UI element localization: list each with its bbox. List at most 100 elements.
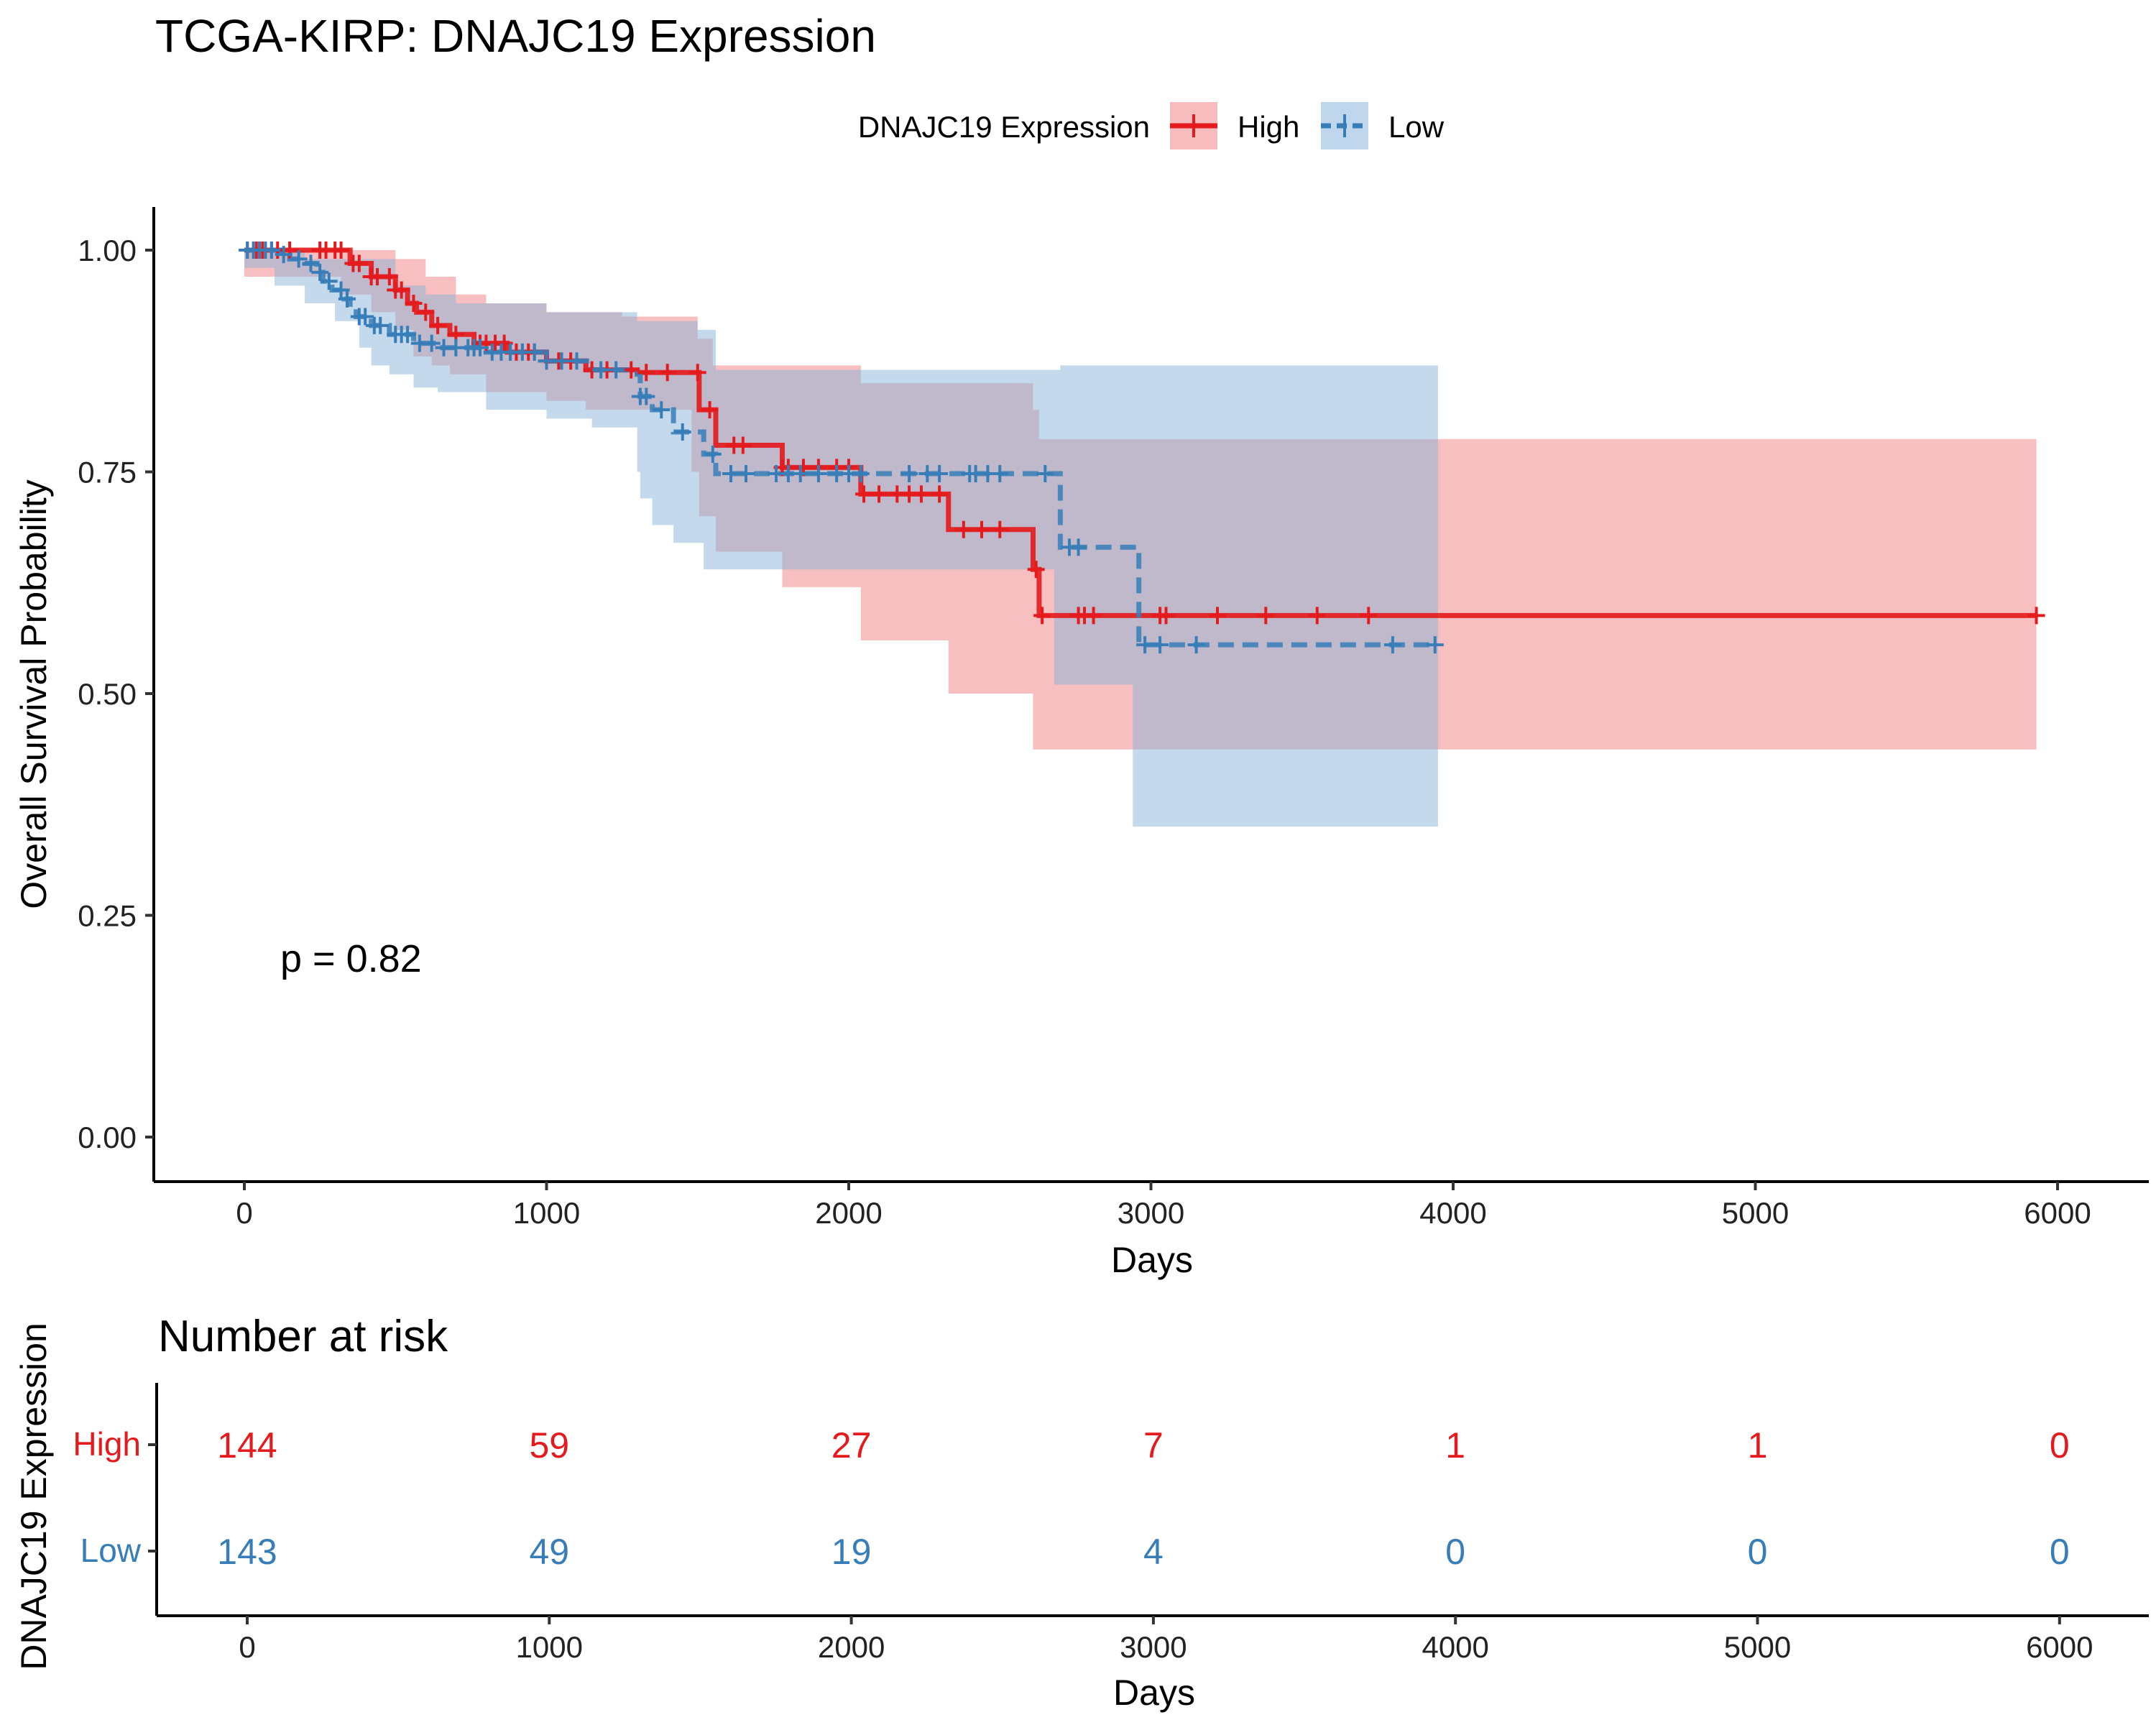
censor-mark-low [1136,636,1154,654]
risk-table-panel: Number at risk High 144 59 27 7 1 1 0 Low 143 49 19… [14,1312,2149,1713]
risk-cell-low: 0 [1748,1532,1768,1572]
censor-mark-low [673,423,691,441]
confidence-bands [244,250,2037,827]
legend-key-low [1321,102,1368,150]
risk-cell-high: 59 [529,1425,569,1466]
censor-mark-high [1033,607,1051,625]
chart-title: TCGA-KIRP: DNAJC19 Expression [155,10,876,62]
x-tick-label: 2000 [815,1196,882,1230]
legend: DNAJC19 Expression High Low [858,102,1445,150]
x-axis-title: Days [1111,1240,1193,1280]
risk-cell-high: 27 [831,1425,872,1466]
censor-mark-low [791,464,809,482]
censor-mark-low [471,339,489,356]
risk-cell-high: 0 [2050,1425,2070,1466]
censor-mark-high [991,520,1009,538]
censor-mark-high [954,520,972,538]
censor-mark-high [1209,607,1227,625]
censor-mark-low [525,343,543,361]
risk-row-label-low: Low [80,1532,142,1569]
censor-mark-high [380,268,398,286]
censor-mark-low [568,352,586,370]
risk-cell-low: 49 [529,1532,569,1572]
x-tick-label: 3000 [1118,1196,1184,1230]
y-axis-title: Overall Survival Probability [14,479,54,908]
censor-mark-low [991,464,1009,482]
risk-cell-low: 0 [1445,1532,1465,1572]
risk-cell-high: 1 [1445,1425,1465,1466]
ci-band-low [244,250,1438,827]
censor-mark-high [1360,607,1378,625]
censor-marks [239,242,2045,654]
risk-table-title: Number at risk [158,1312,448,1361]
censor-mark-high [912,485,930,503]
censor-mark-high [429,316,447,334]
censor-mark-low [538,352,556,370]
censor-mark-low [372,316,390,334]
censor-mark-low [302,254,320,272]
risk-cell-high: 144 [217,1425,277,1466]
censor-mark-low [1069,538,1087,556]
censor-mark-high [855,485,873,503]
censor-mark-low [320,272,338,290]
censor-mark-high [392,281,410,299]
censor-mark-low [332,281,350,299]
y-axis-ticks: 0.00 0.25 0.50 0.75 1.00 [78,234,154,1154]
y-tick-label: 0.00 [78,1121,137,1154]
censor-mark-low [423,334,441,352]
censor-mark-high [622,361,640,379]
censor-mark-low [1151,636,1169,654]
censor-mark-high [417,303,435,321]
censor-mark-high [1027,561,1045,579]
censor-mark-high [1084,607,1102,625]
censor-mark-high [1308,607,1326,625]
km-plot-panel: 0.00 0.25 0.50 0.75 1.00 0 1000 2000 3000 4000 50… [14,207,2149,1280]
censor-mark-high [350,254,368,272]
censor-mark-high [495,334,513,352]
x-tick-label: 1000 [513,1196,580,1230]
x-tick-label: 4000 [1419,1196,1486,1230]
risk-row-label-high: High [73,1425,141,1463]
censor-mark-low [1383,636,1401,654]
censor-mark-high [973,520,991,538]
censor-mark-low [311,263,329,281]
p-value-annotation: p = 0.82 [280,937,422,980]
censor-mark-low [1187,636,1205,654]
legend-title: DNAJC19 Expression [858,110,1150,144]
censor-mark-low [704,445,722,463]
x-tick-label: 5000 [1722,1196,1789,1230]
risk-table-rows: High 144 59 27 7 1 1 0 Low 143 49 19 4 0 0 0 [73,1425,2069,1572]
risk-cell-low: 19 [831,1532,872,1572]
censor-mark-low [275,246,292,264]
y-tick-label: 0.50 [78,677,137,711]
censor-mark-low [338,290,356,308]
x-axis-ticks: 0 1000 2000 3000 4000 5000 6000 [236,1182,2091,1230]
y-tick-label: 0.75 [78,456,137,489]
legend-label-high: High [1238,110,1299,144]
risk-cell-high: 7 [1143,1425,1164,1466]
risk-x-axis-title: Days [1113,1673,1195,1713]
censor-mark-low [737,464,755,482]
legend-label-low: Low [1388,110,1445,144]
censor-mark-low [290,250,308,268]
censor-mark-low [1036,464,1054,482]
risk-x-tick-label: 0 [239,1630,255,1664]
censor-mark-low [607,361,625,379]
risk-x-tick-label: 3000 [1120,1630,1187,1664]
censor-mark-low [356,308,374,326]
risk-cell-high: 1 [1748,1425,1768,1466]
censor-mark-low [900,464,918,482]
censor-mark-low [931,464,949,482]
y-tick-label: 1.00 [78,234,137,267]
censor-mark-low [722,464,740,482]
censor-mark-low [592,361,610,379]
censor-mark-high [870,485,888,503]
censor-mark-high [2027,607,2045,625]
censor-mark-low [852,464,870,482]
censor-mark-high [688,364,706,382]
censor-mark-high [637,364,655,382]
risk-cell-low: 143 [217,1532,277,1572]
risk-cell-low: 4 [1143,1532,1164,1572]
censor-mark-low [262,242,280,259]
risk-x-tick-label: 2000 [818,1630,885,1664]
